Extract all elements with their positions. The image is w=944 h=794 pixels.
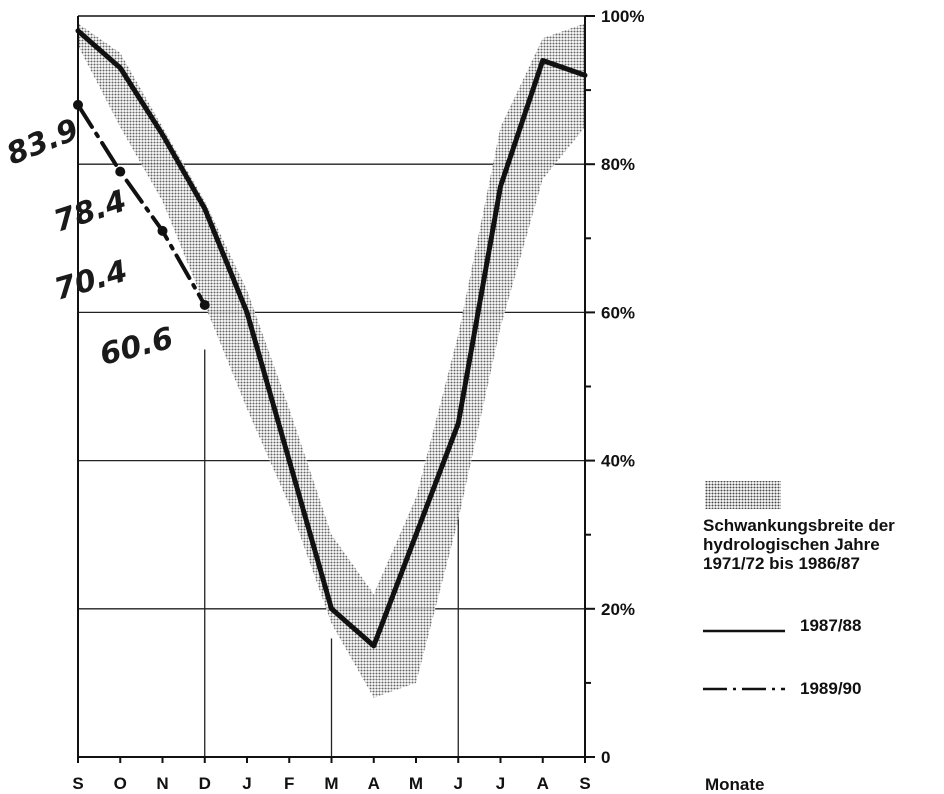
x-tick-label-9: J <box>454 774 463 793</box>
series-line-1989-90 <box>76 102 207 307</box>
point-1989-90-1 <box>115 166 126 177</box>
y-tick-label-60: 60% <box>601 303 635 322</box>
annotation-3: 60.6 <box>96 321 176 373</box>
x-tick-label-0: S <box>72 774 83 793</box>
plot-frame <box>77 15 595 763</box>
legend-band-swatch <box>705 481 781 509</box>
x-tick-label-3: D <box>199 774 211 793</box>
x-tick-label-7: A <box>368 774 380 793</box>
point-1989-90-3 <box>199 299 210 310</box>
x-axis-label: Monate <box>705 775 765 794</box>
annotation-1: 78.4 <box>50 183 131 239</box>
legend-label-1987-88: 1987/88 <box>800 616 861 635</box>
y-tick-label-0: 0 <box>601 748 610 767</box>
y-tick-label-20: 20% <box>601 600 635 619</box>
y-tick-label-80: 80% <box>601 155 635 174</box>
annotation-0: 83.9 <box>2 112 84 172</box>
x-tick-label-12: S <box>579 774 590 793</box>
legend-band-label-line3: 1971/72 bis 1986/87 <box>703 554 860 573</box>
series-line-1987-88 <box>75 28 588 649</box>
x-tick-label-5: F <box>284 774 294 793</box>
legend-band-label-line2: hydrologischen Jahre <box>703 535 880 554</box>
legend-band-label-line1: Schwankungsbreite der <box>703 516 895 535</box>
x-tick-label-10: J <box>496 774 505 793</box>
x-tick-label-11: A <box>537 774 549 793</box>
series-points-1989-90 <box>73 99 210 310</box>
x-tick-label-8: M <box>409 774 423 793</box>
point-1989-90-0 <box>73 99 83 110</box>
x-tick-label-2: N <box>156 774 168 793</box>
y-tick-labels: 0 20% 40% 60% 80% 100% <box>601 7 644 767</box>
annotation-2: 70.4 <box>51 254 132 308</box>
legend-label-1989-90: 1989/90 <box>800 679 861 698</box>
y-tick-label-40: 40% <box>601 452 635 471</box>
legend: Schwankungsbreite der hydrologischen Jah… <box>703 481 895 794</box>
point-1989-90-2 <box>157 225 168 236</box>
x-tick-label-6: M <box>324 774 338 793</box>
x-tick-label-4: J <box>242 774 251 793</box>
y-tick-label-100: 100% <box>601 7 644 26</box>
x-tick-label-1: O <box>114 774 127 793</box>
